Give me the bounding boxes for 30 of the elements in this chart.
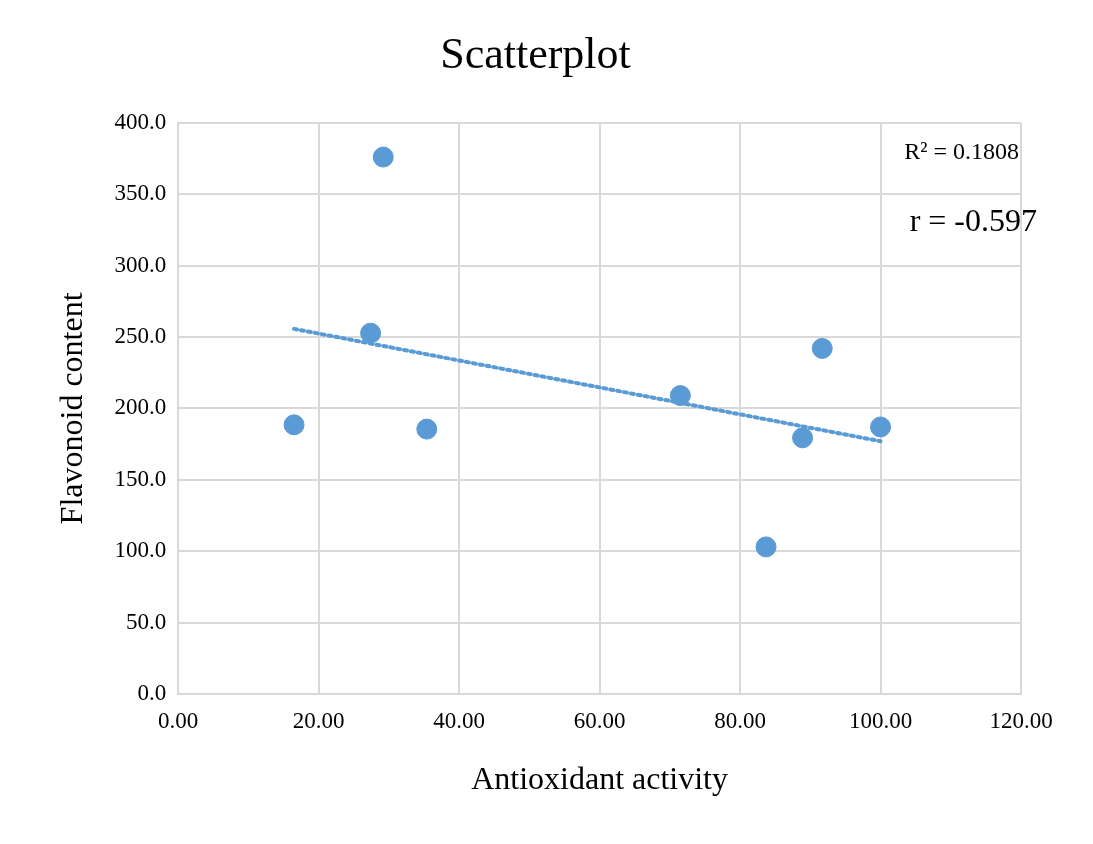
chart-title: Scatterplot	[440, 28, 631, 78]
point	[792, 427, 814, 449]
point	[416, 418, 438, 440]
y-tick-label: 400.0	[114, 108, 167, 134]
y-tick-label: 200.0	[114, 394, 167, 420]
point	[755, 536, 777, 558]
point	[811, 337, 833, 359]
x-tick-label: 120.00	[989, 707, 1053, 733]
y-tick-label: 300.0	[114, 251, 167, 277]
y-tick-label: 0.0	[137, 680, 167, 706]
x-tick-label: 20.00	[292, 707, 345, 733]
y-axis-title: Flavonoid content	[52, 292, 89, 525]
y-tick-label: 150.0	[114, 465, 167, 491]
point	[283, 414, 305, 436]
x-axis-title: Antioxidant activity	[471, 760, 728, 797]
x-tick-label: 80.00	[714, 707, 766, 733]
x-tick-label: 40.00	[433, 707, 485, 733]
y-tick-label: 350.0	[114, 180, 167, 206]
x-tick-label: 60.00	[573, 707, 626, 733]
point	[372, 146, 394, 168]
point	[669, 385, 691, 407]
x-tick-label: 100.00	[848, 707, 913, 733]
y-tick-label: 250.0	[114, 323, 167, 349]
y-tick-label: 100.0	[114, 537, 167, 563]
point	[870, 416, 892, 438]
annotation: r = -0.597	[909, 202, 1037, 239]
point	[360, 322, 382, 344]
annotation: R² = 0.1808	[904, 138, 1019, 165]
y-tick-label: 50.0	[125, 608, 167, 634]
x-tick-label: 0.00	[158, 707, 199, 733]
